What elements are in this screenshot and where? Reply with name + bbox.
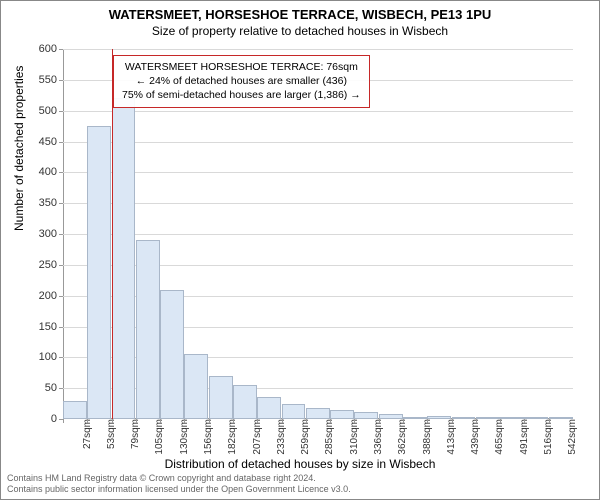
grid-line (63, 49, 573, 50)
x-tick-mark (184, 419, 185, 423)
grid-line (63, 142, 573, 143)
histogram-bar (330, 410, 354, 419)
x-tick-label: 156sqm (199, 419, 214, 455)
x-tick-mark (63, 419, 64, 423)
x-tick-label: 388sqm (418, 419, 433, 455)
x-tick-mark (233, 419, 234, 423)
y-tick-label: 100 (39, 351, 63, 363)
x-tick-mark (549, 419, 550, 423)
x-tick-mark (403, 419, 404, 423)
histogram-bar (63, 401, 87, 420)
histogram-bar (257, 397, 281, 419)
x-tick-label: 182sqm (223, 419, 238, 455)
footer-credits: Contains HM Land Registry data © Crown c… (7, 473, 351, 496)
x-tick-mark (282, 419, 283, 423)
chart-subtitle: Size of property relative to detached ho… (1, 24, 599, 38)
chart-container: WATERSMEET, HORSESHOE TERRACE, WISBECH, … (0, 0, 600, 500)
y-tick-label: 350 (39, 197, 63, 209)
grid-line (63, 203, 573, 204)
histogram-bar (354, 412, 378, 419)
y-tick-label: 250 (39, 259, 63, 271)
histogram-bar (184, 354, 208, 419)
histogram-bar (282, 404, 306, 419)
annotation-box: WATERSMEET HORSESHOE TERRACE: 76sqm← 24%… (113, 55, 370, 108)
x-tick-mark (160, 419, 161, 423)
x-tick-mark (209, 419, 210, 423)
x-tick-mark (500, 419, 501, 423)
x-tick-label: 465sqm (490, 419, 505, 455)
x-tick-label: 439sqm (466, 419, 481, 455)
x-tick-mark (87, 419, 88, 423)
x-tick-label: 310sqm (345, 419, 360, 455)
x-tick-mark (136, 419, 137, 423)
y-tick-label: 500 (39, 105, 63, 117)
x-tick-mark (452, 419, 453, 423)
y-tick-label: 300 (39, 228, 63, 240)
x-tick-mark (379, 419, 380, 423)
y-tick-label: 200 (39, 290, 63, 302)
histogram-bar (160, 290, 184, 420)
x-tick-label: 336sqm (369, 419, 384, 455)
x-tick-label: 105sqm (150, 419, 165, 455)
x-tick-label: 130sqm (175, 419, 190, 455)
x-axis-label: Distribution of detached houses by size … (1, 457, 599, 471)
x-tick-label: 491sqm (515, 419, 530, 455)
x-tick-label: 207sqm (248, 419, 263, 455)
x-tick-mark (354, 419, 355, 423)
annotation-line-3: 75% of semi-detached houses are larger (… (122, 88, 361, 102)
x-tick-label: 233sqm (272, 419, 287, 455)
x-tick-mark (306, 419, 307, 423)
histogram-bar (233, 385, 257, 419)
x-tick-mark (330, 419, 331, 423)
y-tick-label: 50 (45, 382, 63, 394)
histogram-bar (306, 408, 330, 419)
y-tick-label: 150 (39, 321, 63, 333)
x-tick-label: 53sqm (102, 419, 117, 449)
annotation-line-1: WATERSMEET HORSESHOE TERRACE: 76sqm (122, 60, 361, 74)
x-tick-mark (476, 419, 477, 423)
grid-line (63, 111, 573, 112)
x-tick-mark (257, 419, 258, 423)
histogram-bar (112, 98, 136, 419)
x-tick-mark (524, 419, 525, 423)
histogram-bar (87, 126, 111, 419)
histogram-bar (136, 240, 160, 419)
y-tick-label: 450 (39, 136, 63, 148)
x-tick-mark (112, 419, 113, 423)
y-tick-label: 600 (39, 43, 63, 55)
footer-line-2: Contains public sector information licen… (7, 484, 351, 495)
y-tick-label: 550 (39, 74, 63, 86)
x-tick-label: 542sqm (563, 419, 578, 455)
x-tick-label: 285sqm (320, 419, 335, 455)
y-tick-label: 0 (51, 413, 63, 425)
grid-line (63, 234, 573, 235)
x-tick-label: 516sqm (539, 419, 554, 455)
x-tick-label: 27sqm (78, 419, 93, 449)
x-tick-label: 79sqm (126, 419, 141, 449)
histogram-bar (209, 376, 233, 419)
annotation-line-2: ← 24% of detached houses are smaller (43… (122, 74, 361, 88)
x-tick-label: 413sqm (442, 419, 457, 455)
plot-area: 05010015020025030035040045050055060027sq… (63, 49, 573, 419)
x-tick-mark (427, 419, 428, 423)
x-tick-label: 259sqm (296, 419, 311, 455)
footer-line-1: Contains HM Land Registry data © Crown c… (7, 473, 351, 484)
grid-line (63, 172, 573, 173)
x-tick-label: 362sqm (393, 419, 408, 455)
y-tick-label: 400 (39, 166, 63, 178)
y-axis-label: Number of detached properties (12, 66, 26, 231)
chart-title: WATERSMEET, HORSESHOE TERRACE, WISBECH, … (1, 7, 599, 22)
